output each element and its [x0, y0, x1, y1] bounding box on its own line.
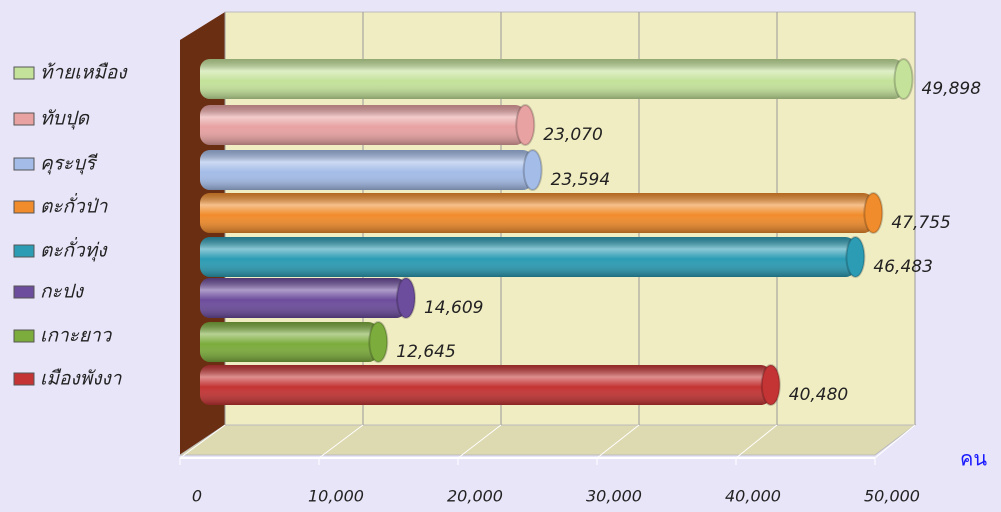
bar-cap: [368, 321, 389, 363]
x-tick-label: 20,000: [447, 487, 503, 506]
bar-shine: [200, 193, 874, 233]
category-label: ตะกั่วทุ่ง: [40, 237, 108, 262]
legend-swatch: [13, 112, 35, 126]
bar-shine: [200, 278, 406, 318]
value-label: 40,480: [789, 385, 848, 405]
legend-swatch: [13, 372, 35, 386]
category-label: คุระบุรี: [40, 153, 98, 175]
value-label: 23,070: [543, 125, 602, 145]
value-label: 47,755: [891, 213, 950, 233]
legend-swatch: [13, 66, 35, 80]
x-axis-label: คน: [960, 447, 987, 471]
category-label: ตะกั่วป่า: [40, 193, 109, 218]
bar-shine: [200, 105, 526, 145]
bar-shine: [200, 150, 533, 190]
bar-cap: [522, 149, 543, 191]
floor-grid-line: [318, 424, 364, 459]
floor-grid-line: [596, 424, 640, 459]
value-label: 46,483: [873, 257, 932, 277]
floor-grid-line: [179, 424, 226, 459]
bar-shine: [200, 365, 771, 405]
floor-grid-line: [735, 424, 778, 459]
floor: [178, 424, 917, 456]
bar-cap: [395, 277, 416, 319]
x-tick-label: 50,000: [864, 487, 920, 506]
category-label: ทับปุด: [40, 108, 91, 130]
bar-shine: [200, 237, 856, 277]
bar-shine: [200, 322, 379, 362]
x-tick-label: 30,000: [586, 487, 642, 506]
category-label: เกาะยาว: [40, 325, 113, 347]
value-label: 49,898: [922, 79, 982, 99]
bar-cap: [893, 58, 914, 100]
x-tick-label: 40,000: [725, 487, 781, 506]
category-label: กะปง: [40, 281, 85, 303]
bar-shine: [200, 59, 904, 99]
value-label: 14,609: [424, 298, 483, 318]
category-label: ท้ายเหมือง: [40, 62, 128, 84]
bar-cap: [845, 236, 866, 278]
bar-cap: [515, 104, 536, 146]
legend-swatch: [13, 244, 35, 258]
floor-grid-line: [874, 424, 916, 459]
category-label: เมืองพังงา: [40, 368, 123, 390]
x-tick-label: 10,000: [308, 487, 364, 506]
value-label: 12,645: [396, 342, 455, 362]
x-tick-label: 0: [192, 487, 202, 506]
bar-cap: [760, 364, 781, 406]
legend-swatch: [13, 285, 35, 299]
bar-cap: [863, 192, 884, 234]
legend-swatch: [13, 329, 35, 343]
legend-swatch: [13, 200, 35, 214]
legend-swatch: [13, 157, 35, 171]
value-label: 23,594: [551, 170, 610, 190]
floor-grid-line: [457, 424, 502, 459]
